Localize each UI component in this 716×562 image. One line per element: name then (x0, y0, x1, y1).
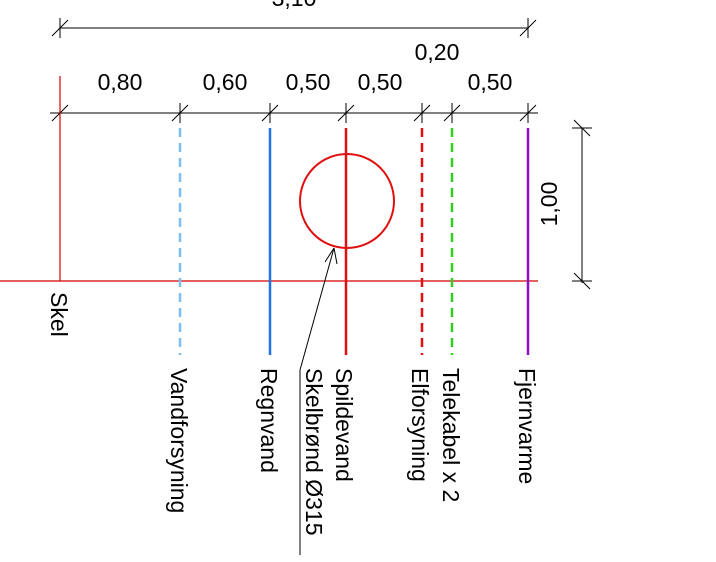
depth-dimension: 1,00 (536, 119, 592, 290)
label-elforsyning: Elforsyning (407, 368, 433, 482)
dimension-0-80: 0,80 (98, 69, 143, 95)
skelbroend-circle (299, 153, 395, 249)
label-fjernvarme: Fjernvarme (514, 368, 540, 484)
label-telekabel: Telekabel x 2 (438, 368, 464, 502)
skelbroend-leader (299, 247, 338, 555)
label-spildevand: Spildevand (331, 368, 357, 482)
dimension-0-50-b: 0,50 (358, 69, 403, 95)
dimension-0-50-a: 0,50 (286, 69, 331, 95)
dimension-0-60: 0,60 (203, 69, 248, 95)
label-skel: Skel (46, 292, 72, 337)
label-regnvand: Regnvand (256, 368, 282, 473)
total-dimension-label: 3,10 (272, 0, 317, 11)
total-dimension: 3,10 (51, 0, 537, 38)
label-skelbroend: Skelbrønd Ø315 (301, 368, 327, 535)
dimension-0-50-c: 0,50 (468, 69, 513, 95)
label-vandforsyning: Vandforsyning (166, 368, 192, 513)
depth-dimension-label: 1,00 (536, 182, 562, 227)
dimension-0-20: 0,20 (415, 39, 460, 65)
segment-dimensions: 0,80 0,60 0,50 0,50 0,20 0,50 (50, 39, 538, 123)
